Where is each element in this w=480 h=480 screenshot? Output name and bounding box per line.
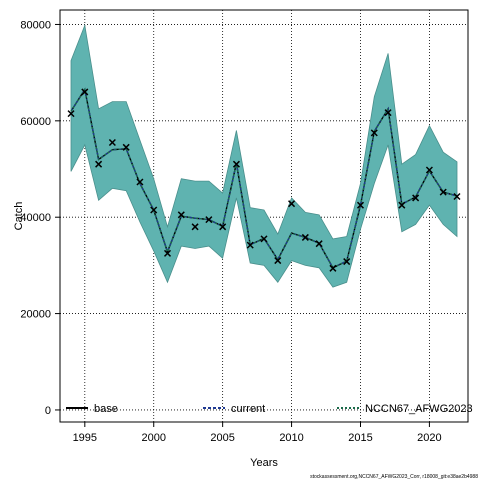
observed-marker: [246, 241, 254, 249]
plot-frame: [59, 9, 469, 423]
observed-marker: [274, 257, 282, 265]
observed-marker: [425, 166, 433, 174]
caption: stockassessment.org,NCCN67_AFWG2023_Corr…: [310, 474, 478, 480]
observed-marker: [191, 223, 199, 231]
observed-marker: [288, 200, 296, 208]
observed-marker: [67, 110, 75, 118]
x-axis-ticks: 1995 2000 2005 2010 2015 2020: [73, 422, 442, 444]
y-axis-ticks: 0 20000 40000 60000 80000: [20, 19, 60, 417]
x-tick-label: 1995: [73, 432, 97, 444]
y-tick-label: 80000: [20, 19, 51, 31]
x-tick-label: 2010: [279, 432, 303, 444]
legend-label-3: NCCN67_AFWG2023: [365, 403, 473, 415]
observed-marker: [163, 249, 172, 257]
observed-marker: [122, 143, 130, 151]
observed-marker: [177, 211, 185, 219]
observed-marker: [329, 264, 337, 272]
observed-marker: [370, 129, 378, 137]
confidence-band: [70, 23, 458, 288]
y-tick-label: 0: [45, 405, 51, 417]
observed-marker: [260, 235, 268, 243]
observed-marker: [356, 201, 365, 209]
legend: base current NCCN67_AFWG2023: [66, 403, 473, 415]
observed-marker: [343, 258, 351, 266]
legend-label-1: base: [94, 403, 118, 415]
x-tick-label: 2020: [417, 432, 441, 444]
observed-marker: [453, 192, 461, 201]
observed-marker: [412, 194, 420, 202]
observed-marker: [95, 160, 103, 168]
observed-marker: [384, 109, 392, 117]
series-line-3: [70, 87, 458, 269]
observed-marker: [205, 216, 213, 224]
observed-marker: [232, 160, 240, 168]
x-tick-label: 2000: [141, 432, 165, 444]
observed-markers: [67, 88, 461, 272]
y-axis-title: Catch: [13, 202, 25, 231]
observed-marker: [439, 188, 447, 196]
y-tick-label: 40000: [20, 212, 51, 224]
x-tick-label: 2005: [210, 432, 234, 444]
observed-marker: [301, 233, 309, 241]
observed-marker: [315, 240, 323, 248]
observed-marker: [150, 206, 158, 214]
observed-marker: [398, 201, 406, 209]
x-tick-label: 2015: [348, 432, 372, 444]
observed-marker: [81, 88, 89, 96]
observed-marker: [108, 138, 116, 147]
x-axis-title: Years: [250, 457, 278, 469]
y-tick-label: 60000: [20, 116, 51, 128]
observed-marker: [136, 178, 144, 186]
observed-marker: [219, 223, 227, 231]
legend-label-2: current: [231, 403, 265, 415]
y-tick-label: 20000: [20, 309, 51, 321]
